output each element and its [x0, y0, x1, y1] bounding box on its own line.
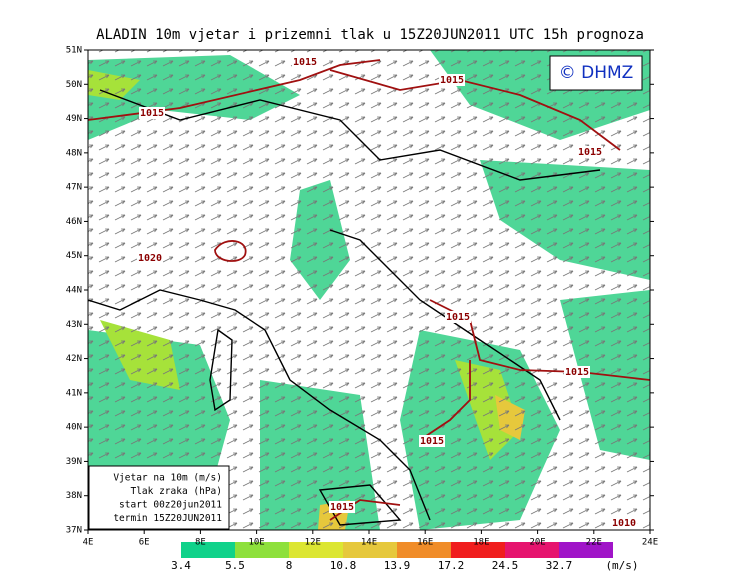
lat-label: 50N	[66, 80, 82, 90]
isobar-label-bg	[139, 107, 165, 119]
colorbar-swatch	[235, 542, 289, 558]
isobar-label-bg	[564, 366, 590, 378]
lat-label: 46N	[66, 217, 82, 227]
lon-label: 16E	[417, 538, 433, 548]
colorbar-swatch	[181, 542, 235, 558]
colorbar-label: 3.4	[171, 559, 191, 572]
lat-label: 39N	[66, 457, 82, 467]
lat-label: 45N	[66, 251, 82, 261]
lat-label: 44N	[66, 286, 82, 296]
colorbar-label: 10.8	[330, 559, 357, 572]
lat-label: 40N	[66, 423, 82, 433]
lat-label: 38N	[66, 491, 82, 501]
lat-label: 37N	[66, 526, 82, 536]
wind-arrows	[88, 50, 650, 530]
lon-label: 24E	[642, 538, 658, 548]
lon-label: 4E	[83, 538, 94, 548]
lon-label: 20E	[529, 538, 545, 548]
isobar-label-bg	[137, 252, 163, 264]
isobar-label: 1020	[138, 253, 162, 264]
colorbar-label: 13.9	[384, 559, 411, 572]
info-line: Tlak zraka (hPa)	[130, 486, 222, 497]
colorbar-swatch	[397, 542, 451, 558]
isobar-label-bg	[445, 311, 471, 323]
colorbar-label: 8	[286, 559, 293, 572]
isobar-label: 1015	[446, 312, 470, 323]
isobar-label: 1015	[440, 75, 464, 86]
lon-label: 10E	[248, 538, 264, 548]
colorbar-unit: (m/s)	[605, 559, 638, 572]
colorbar-swatch	[289, 542, 343, 558]
info-line: start 00z20jun2011	[119, 500, 222, 511]
isobar-label: 1015	[578, 147, 602, 158]
map-area	[88, 50, 650, 530]
lat-label: 42N	[66, 354, 82, 364]
lat-label: 43N	[66, 320, 82, 330]
isobar-label-bg	[329, 501, 355, 513]
isobar-label: 1010	[612, 518, 636, 529]
info-line: Vjetar na 10m (m/s)	[113, 473, 222, 484]
colorbar: 3.4 5.5 8 10.8 13.9 17.2 24.5 32.7 (m/s)	[171, 542, 639, 572]
isobar-label-bg	[439, 74, 465, 86]
isobar-label-bg	[611, 517, 637, 529]
isobar-label: 1015	[565, 367, 589, 378]
lat-label: 41N	[66, 388, 82, 398]
title: ALADIN 10m vjetar i prizemni tlak u 15Z2…	[96, 27, 644, 43]
lat-label: 51N	[66, 46, 82, 56]
logo: © DHMZ	[559, 63, 634, 83]
isobar-label-bg	[292, 56, 318, 68]
colorbar-label: 32.7	[546, 559, 573, 572]
isobar-label: 1015	[293, 57, 317, 68]
isobar-label: 1015	[140, 108, 164, 119]
lon-label: 14E	[361, 538, 377, 548]
colorbar-swatch	[451, 542, 505, 558]
lon-label: 12E	[305, 538, 321, 548]
lat-label: 48N	[66, 148, 82, 158]
colorbar-swatch	[343, 542, 397, 558]
lat-label: 47N	[66, 183, 82, 193]
colorbar-label: 17.2	[438, 559, 465, 572]
lon-label: 22E	[586, 538, 602, 548]
lat-label: 49N	[66, 114, 82, 124]
info-box	[88, 465, 230, 530]
lon-label: 18E	[473, 538, 489, 548]
logo-box	[549, 55, 643, 91]
isobar-label-bg	[419, 435, 445, 447]
colorbar-swatch	[505, 542, 559, 558]
isobar-label: 1015	[330, 502, 354, 513]
colorbar-label: 24.5	[492, 559, 519, 572]
isobar-label-bg	[577, 146, 603, 158]
isobar-label: 1015	[420, 436, 444, 447]
lon-label: 8E	[195, 538, 206, 548]
lon-label: 6E	[139, 538, 150, 548]
colorbar-label: 5.5	[225, 559, 245, 572]
colorbar-swatch	[559, 542, 613, 558]
info-line: termin 15Z20JUN2011	[113, 513, 222, 524]
